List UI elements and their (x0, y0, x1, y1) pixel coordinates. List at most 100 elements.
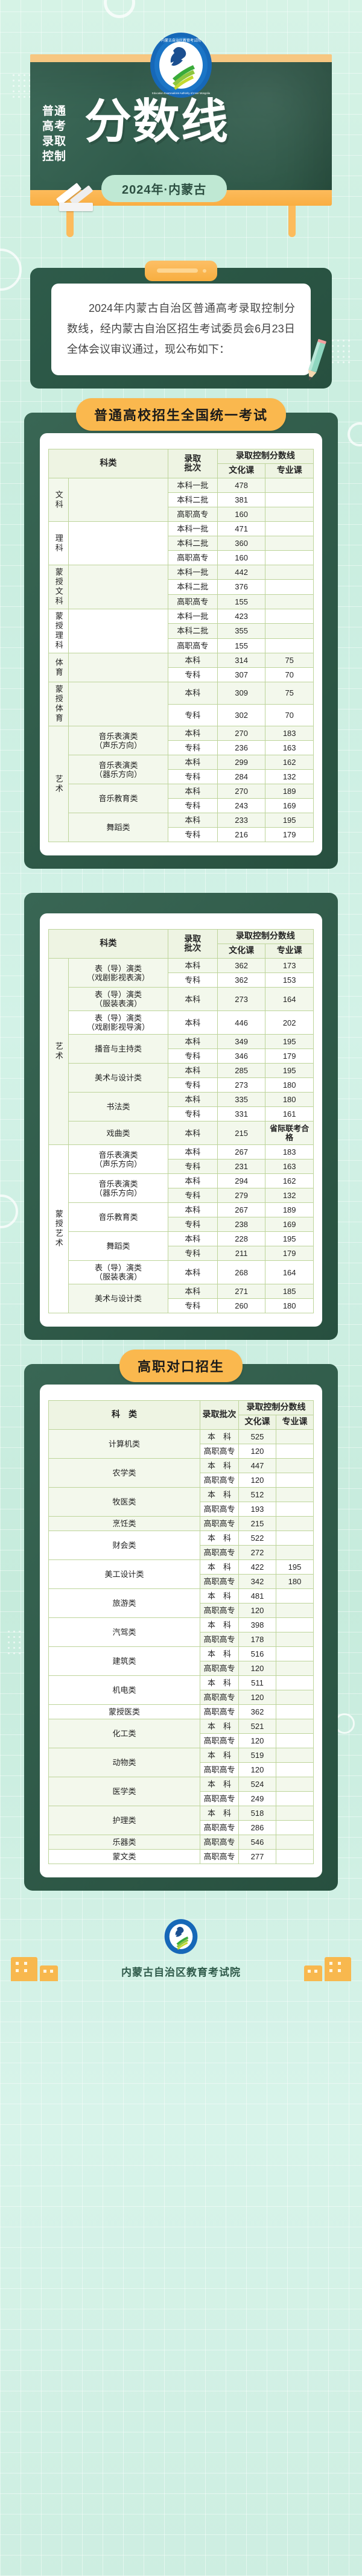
cell-major (276, 1617, 314, 1632)
cell-batch: 本科一批 (167, 608, 218, 624)
cell-major: 180 (276, 1574, 314, 1589)
table-row: 蒙授医类 高职高专 362 (48, 1704, 314, 1719)
score-section: 科类 录取 批次 录取控制分数线 文化课 专业课 艺术 表（导）演类 （戏剧影视表演） 本科 362… (0, 893, 362, 1340)
cell-category-group: 护理类 (48, 1806, 200, 1835)
cell-category-sub: 音乐表演类 （器乐方向） (68, 1173, 168, 1203)
svg-text:Education Examinations Authori: Education Examinations Authority of Inne… (152, 92, 211, 95)
cell-major: 195 (265, 1231, 314, 1246)
cell-category-sub: 舞蹈类 (68, 1231, 168, 1261)
cell-category-sub (68, 478, 168, 522)
th-category: 科类 (48, 449, 168, 478)
cell-batch: 本科一批 (167, 564, 218, 580)
cell-batch: 本科二批 (167, 623, 218, 639)
table-row: 高职高专 160 (49, 507, 314, 522)
cell-batch: 本 科 (200, 1458, 239, 1473)
cell-batch: 本科二批 (167, 492, 218, 507)
cell-batch: 专科 (167, 972, 218, 988)
cell-culture: 267 (217, 1144, 266, 1160)
vtitle-line-1: 普通 (42, 105, 67, 118)
table-row: 高职高专 120 (49, 1444, 314, 1459)
cell-culture: 160 (217, 507, 266, 522)
inner-mongolia-education-exam-authority-logo-icon: 内蒙古自治区教育考试院 Education Examinations Autho… (150, 33, 212, 98)
cell-batch: 本科 (167, 1092, 218, 1107)
cell-culture: 511 (238, 1675, 276, 1690)
cell-batch: 专科 (167, 1077, 218, 1093)
cell-major: 132 (265, 769, 314, 784)
table-row: 护理类本 科 518 (48, 1806, 314, 1835)
cell-major (265, 536, 314, 551)
th-batch: 录取批次 (167, 449, 218, 478)
cell-major (265, 608, 314, 624)
cell-category-group: 蒙授理科 (48, 609, 69, 653)
cell-batch: 本科 (167, 987, 218, 1011)
table-row: 专科 331 161 (49, 1106, 314, 1121)
table-row: 音乐表演类 （器乐方向） 本科 294 162 (49, 1173, 314, 1203)
cell-culture: 294 (217, 1173, 266, 1188)
cell-major: 169 (265, 798, 314, 813)
table-row: 舞蹈类 本科 228 195 (49, 1231, 314, 1261)
vtitle-line-4: 控制 (42, 150, 67, 163)
cell-batch: 高职高专 (200, 1502, 239, 1517)
cell-batch: 本 科 (200, 1487, 239, 1502)
cell-major (276, 1675, 314, 1690)
table-row: 专科 236 163 (49, 740, 314, 755)
cell-culture: 447 (238, 1458, 276, 1473)
cell-major (265, 594, 314, 610)
cell-culture: 442 (217, 564, 266, 580)
score-section: 普通高校招生全国统一考试 科类 录取 批次 录取控制分数线 文化课 专业课 文科 本科一批 478… (0, 398, 362, 869)
cell-category-group: 蒙授体育 (48, 682, 69, 726)
cell-culture: 307 (217, 667, 266, 682)
sections-root: 普通高校招生全国统一考试 科类 录取 批次 录取控制分数线 文化课 专业课 文科 本科一批 478… (0, 398, 362, 1891)
cell-culture: 314 (217, 653, 266, 668)
cell-batch: 本科二批 (167, 536, 218, 551)
cell-batch: 专科 (167, 1246, 218, 1261)
cell-batch: 高职高专 (200, 1574, 239, 1589)
cell-major: 162 (265, 1173, 314, 1188)
footer: 内蒙古自治区教育考试院 (0, 1918, 362, 1991)
cell-category-group: 蒙授文科 (48, 565, 69, 609)
table-row: 高职高专 193 (49, 1502, 314, 1517)
cell-category-sub (68, 653, 168, 682)
th-score-group: 录取控制分数线 (217, 929, 314, 944)
cell-major: 180 (265, 1092, 314, 1107)
cell-major (276, 1748, 314, 1763)
cell-major (276, 1806, 314, 1821)
cell-category-group: 机电类 (48, 1675, 200, 1705)
cell-culture: 193 (238, 1502, 276, 1517)
table-row: 文科 本科一批 478 (48, 478, 314, 522)
table-row: 专科 216 179 (49, 827, 314, 842)
clip-icon (145, 261, 217, 281)
cell-culture: 120 (238, 1661, 276, 1676)
cell-major (276, 1429, 314, 1444)
cell-batch: 专科 (167, 798, 218, 813)
cell-major: 169 (265, 1217, 314, 1232)
cell-major: 161 (265, 1106, 314, 1121)
score-table: 科类 录取 批次 录取控制分数线 文化课 专业课 文科 本科一批 478 本科二批 381 高职高专 1… (48, 449, 314, 842)
notice-card: 2024年内蒙古自治区普通高考录取控制分数线，经内蒙古自治区招生考试委员会6月2… (51, 284, 311, 375)
cell-culture: 398 (238, 1617, 276, 1632)
cell-category-sub: 表（导）演类 （服装表演） (68, 987, 168, 1011)
cell-category-sub: 表（导）演类 （戏剧影视表演） (68, 958, 168, 988)
cell-culture: 286 (238, 1820, 276, 1835)
cell-category-group: 农学类 (48, 1458, 200, 1488)
table-row: 高职高专 120 (49, 1762, 314, 1777)
table-row: 蒙授文科 本科一批 442 (48, 564, 314, 609)
score-section: 高职对口招生科 类录取批次 录取控制分数线 文化课 专业课 计算机类本 科 525 高职高专… (0, 1350, 362, 1891)
table-row: 音乐教育类 本科 267 189 (49, 1202, 314, 1232)
cell-batch: 本科 (167, 1202, 218, 1217)
section-title-pill: 高职对口招生 (119, 1350, 243, 1382)
svg-text:内蒙古自治区教育考试院: 内蒙古自治区教育考试院 (161, 38, 201, 43)
th-major: 专业课 (276, 1415, 314, 1430)
cell-category-group: 建筑类 (48, 1646, 200, 1676)
cell-category-sub: 音乐表演类 （器乐方向） (68, 755, 168, 784)
cell-batch: 高职高专 (200, 1762, 239, 1777)
cell-batch: 专科 (167, 1188, 218, 1203)
th-batch: 录取批次 (167, 929, 218, 959)
cell-major (276, 1835, 314, 1850)
cell-culture: 302 (217, 703, 266, 726)
cell-culture: 381 (217, 492, 266, 507)
cell-batch: 本科 (167, 682, 218, 705)
cell-culture: 516 (238, 1646, 276, 1661)
cell-category-sub: 音乐表演类 （声乐方向） (68, 726, 168, 755)
cell-batch: 高职高专 (167, 550, 218, 565)
